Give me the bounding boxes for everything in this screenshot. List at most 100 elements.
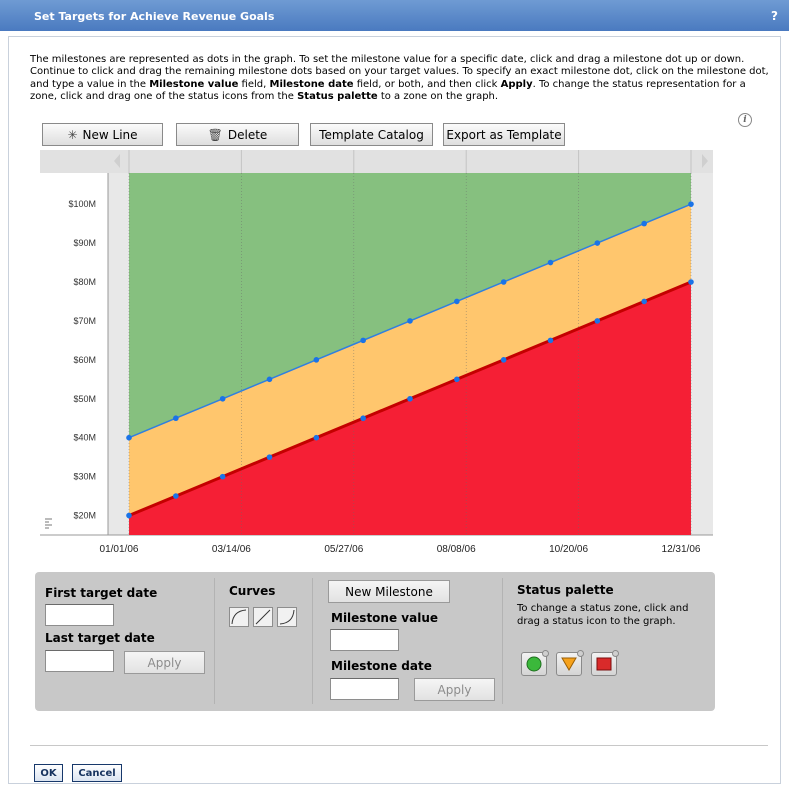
- revenue-targets-chart[interactable]: $20M $30M $40M $50M $60M $70M $80M $90M $100M 01/…: [40, 150, 713, 558]
- new-line-button[interactable]: ✳ New Line: [42, 123, 163, 146]
- export-template-button[interactable]: Export as Template: [443, 123, 565, 146]
- instructions-text: The milestones are represented as dots i…: [30, 54, 772, 104]
- x-tick-label: 08/08/06: [437, 544, 476, 555]
- status-palette-label: Status palette: [517, 583, 614, 597]
- scroll-right-icon[interactable]: [702, 154, 708, 168]
- template-catalog-button[interactable]: Template Catalog: [310, 123, 433, 146]
- ease-out-curve-button[interactable]: [277, 607, 297, 627]
- lower-milestone-dot[interactable]: [266, 454, 273, 460]
- plot-left-pad: [108, 173, 129, 535]
- timeline-strip[interactable]: [40, 150, 713, 173]
- milestone-date-label: Milestone date: [331, 659, 432, 673]
- delete-button[interactable]: 🗑 Delete: [176, 123, 299, 146]
- linear-curve-icon: [255, 609, 271, 625]
- export-template-label: Export as Template: [446, 127, 562, 142]
- help-button[interactable]: ?: [771, 9, 778, 23]
- y-tick-label: $70M: [73, 316, 96, 326]
- lower-milestone-dot[interactable]: [500, 357, 507, 363]
- instructions-run: field, or both, and then click: [353, 78, 501, 90]
- new-milestone-button[interactable]: New Milestone: [328, 580, 450, 603]
- yellow-zone[interactable]: [129, 204, 691, 516]
- ok-button[interactable]: OK: [34, 764, 63, 782]
- cancel-button[interactable]: Cancel: [72, 764, 122, 782]
- sparkle-icon: ✳: [67, 127, 78, 142]
- red-zone[interactable]: [129, 281, 691, 535]
- first-target-date-label: First target date: [45, 586, 158, 600]
- upper-milestone-dot[interactable]: [266, 376, 273, 383]
- milestone-value-label: Milestone value: [331, 611, 439, 625]
- ease-out-curve-icon: [279, 609, 295, 625]
- lower-milestone-dot[interactable]: [688, 279, 694, 285]
- apply-dates-button[interactable]: Apply: [124, 651, 205, 674]
- lower-milestone-dot[interactable]: [547, 337, 554, 344]
- upper-milestone-dot[interactable]: [173, 415, 179, 422]
- x-tick-label: 12/31/06: [662, 544, 701, 555]
- x-tick-label: 10/20/06: [549, 544, 588, 555]
- y-tick-label: $100M: [68, 199, 96, 209]
- trash-icon: 🗑: [207, 127, 223, 142]
- new-line-label: New Line: [82, 127, 138, 142]
- yellow-down-triangle-icon[interactable]: [556, 650, 584, 676]
- y-tick-label: $40M: [73, 433, 96, 443]
- y-tick-label: $20M: [73, 511, 96, 521]
- chart-canvas[interactable]: $20M $30M $40M $50M $60M $70M $80M $90M $100M 01/…: [40, 150, 713, 558]
- last-target-date-input[interactable]: [45, 650, 114, 672]
- first-target-date-input[interactable]: [45, 604, 114, 626]
- y-tick-label: $90M: [73, 238, 96, 248]
- x-tick-label: 03/14/06: [212, 544, 251, 555]
- upper-milestone-dot[interactable]: [313, 357, 320, 363]
- lower-milestone-dot[interactable]: [126, 512, 132, 519]
- milestone-date-input[interactable]: [330, 678, 399, 700]
- plot-right-pad: [691, 173, 713, 535]
- ease-in-curve-button[interactable]: [229, 607, 249, 627]
- window-title: Set Targets for Achieve Revenue Goals: [34, 10, 275, 23]
- upper-milestone-dot[interactable]: [407, 318, 413, 324]
- upper-milestone-dot[interactable]: [641, 220, 647, 227]
- lower-milestone-dot[interactable]: [454, 376, 460, 383]
- red-square-icon[interactable]: [591, 650, 619, 676]
- apply-milestone-button[interactable]: Apply: [414, 678, 495, 701]
- panel-separator: [312, 578, 313, 704]
- x-tick-label: 01/01/06: [100, 544, 139, 555]
- upper-milestone-dot[interactable]: [454, 298, 460, 305]
- y-tick-label: $80M: [73, 277, 96, 287]
- panel-separator: [214, 578, 215, 704]
- panel-separator: [502, 578, 503, 704]
- instructions-run: Milestone date: [269, 78, 354, 90]
- delete-label: Delete: [227, 127, 268, 142]
- lower-milestone-dot[interactable]: [641, 298, 647, 305]
- upper-milestone-dot[interactable]: [594, 240, 601, 246]
- title-bar: Set Targets for Achieve Revenue Goals ?: [0, 0, 789, 31]
- lower-milestone-dot[interactable]: [360, 415, 366, 422]
- upper-milestone-dot[interactable]: [360, 337, 366, 344]
- x-tick-label: 05/27/06: [324, 544, 363, 555]
- y-axis-area: [40, 173, 108, 535]
- y-tick-label: $60M: [73, 355, 96, 365]
- upper-milestone-dot[interactable]: [126, 434, 132, 441]
- scroll-left-icon[interactable]: [114, 154, 120, 168]
- y-tick-label: $50M: [73, 394, 96, 404]
- lower-milestone-dot[interactable]: [173, 493, 179, 499]
- instructions-run: to a zone on the graph.: [377, 91, 499, 103]
- curves-label: Curves: [229, 584, 276, 598]
- linear-curve-button[interactable]: [253, 607, 273, 627]
- instructions-run: The milestones are represented as dots i…: [30, 54, 769, 90]
- info-icon[interactable]: i: [738, 113, 752, 127]
- lower-milestone-dot[interactable]: [407, 395, 413, 402]
- instructions-run: . To change the status representation fo…: [30, 78, 746, 103]
- upper-milestone-dot[interactable]: [219, 395, 226, 402]
- upper-milestone-dot[interactable]: [547, 259, 554, 266]
- dialog-body: [8, 36, 781, 784]
- lower-milestone-dot[interactable]: [219, 473, 226, 480]
- lower-milestone-dot[interactable]: [594, 318, 601, 324]
- upper-milestone-dot[interactable]: [500, 279, 507, 285]
- milestone-value-input[interactable]: [330, 629, 399, 651]
- template-catalog-label: Template Catalog: [319, 127, 424, 142]
- green-circle-icon[interactable]: [521, 650, 549, 676]
- status-palette-note: To change a status zone, click and drag …: [517, 603, 689, 627]
- y-tick-label: $30M: [73, 472, 96, 482]
- lower-milestone-dot[interactable]: [313, 434, 320, 441]
- upper-milestone-dot[interactable]: [688, 201, 694, 207]
- green-zone[interactable]: [129, 173, 691, 438]
- last-target-date-label: Last target date: [45, 631, 155, 645]
